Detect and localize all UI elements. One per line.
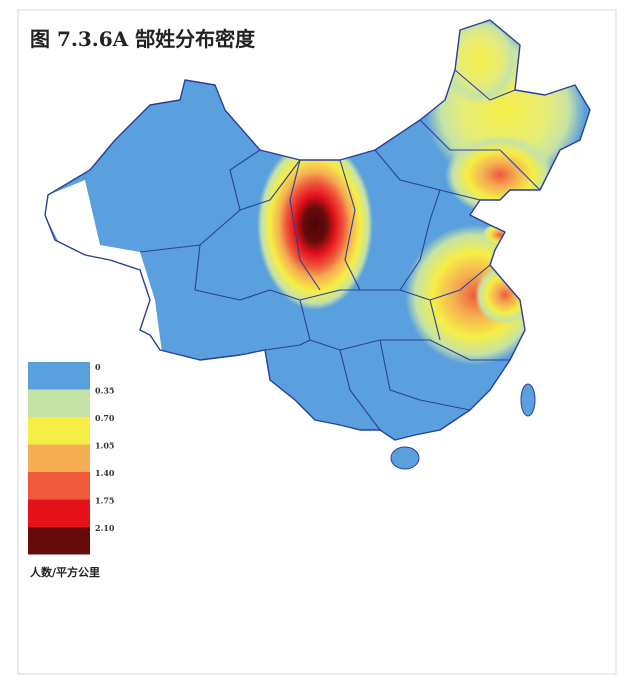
- legend: 0 0.35 0.70 1.05 1.40 1.75 2.10: [28, 362, 115, 555]
- legend-label: 0.70: [95, 413, 115, 423]
- legend-swatch: [28, 417, 90, 445]
- map-title: 图 7.3.6A 郜姓分布密度: [30, 27, 256, 51]
- hainan: [390, 446, 420, 470]
- legend-label: 0: [95, 362, 101, 372]
- legend-label: 1.05: [95, 441, 114, 451]
- legend-swatch: [28, 389, 90, 417]
- province-borders: [44, 19, 591, 441]
- legend-swatch: [28, 527, 90, 555]
- frame: [17, 9, 617, 675]
- legend-swatch: [28, 362, 90, 390]
- legend-swatch: [28, 472, 90, 500]
- legend-unit: 人数/平方公里: [30, 565, 100, 579]
- map: [44, 19, 591, 470]
- legend-label: 0.35: [95, 386, 114, 396]
- taiwan: [520, 383, 536, 417]
- density-heat: [45, 20, 585, 365]
- legend-label: 1.75: [95, 496, 114, 506]
- legend-label: 1.40: [95, 468, 115, 478]
- legend-label: 2.10: [95, 523, 115, 533]
- legend-swatch: [28, 444, 90, 472]
- legend-swatch: [28, 499, 90, 527]
